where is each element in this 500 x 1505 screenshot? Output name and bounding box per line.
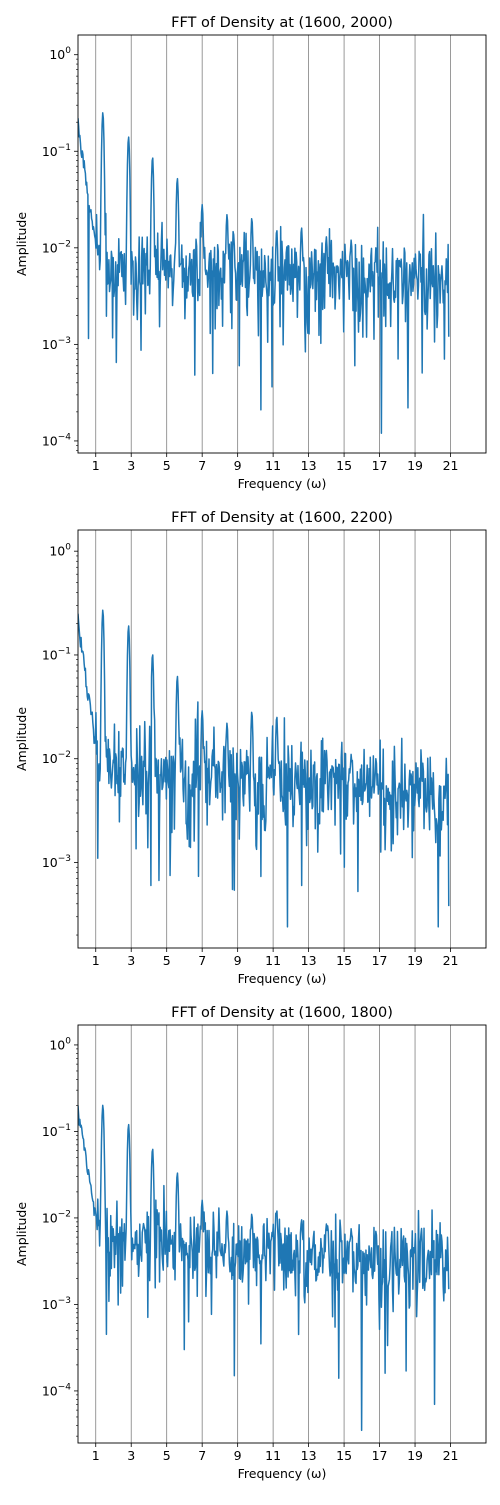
series-line bbox=[78, 1104, 450, 1432]
y-tick-label: 10−2 bbox=[42, 750, 71, 766]
y-tick-label: 10−1 bbox=[42, 646, 71, 662]
x-tick-label: 21 bbox=[443, 953, 459, 968]
y-tick-base: 10 bbox=[49, 544, 65, 559]
series-line bbox=[78, 609, 450, 928]
x-tick-label: 1 bbox=[92, 458, 100, 473]
x-tick-label: 13 bbox=[301, 953, 317, 968]
y-tick-exponent: −2 bbox=[58, 750, 71, 760]
x-tick-label: 17 bbox=[372, 1448, 388, 1463]
y-tick-base: 10 bbox=[42, 647, 58, 662]
y-tick-base: 10 bbox=[42, 144, 58, 159]
x-tick-label: 19 bbox=[407, 1448, 423, 1463]
x-tick-label: 15 bbox=[336, 953, 352, 968]
x-tick-label: 7 bbox=[198, 458, 206, 473]
y-tick-label: 100 bbox=[49, 1036, 71, 1052]
x-tick-label: 5 bbox=[163, 953, 171, 968]
y-tick-exponent: 0 bbox=[65, 46, 71, 56]
y-tick-exponent: 0 bbox=[65, 1036, 71, 1046]
y-tick-base: 10 bbox=[42, 433, 58, 448]
y-tick-exponent: −4 bbox=[58, 432, 72, 442]
y-tick-exponent: −1 bbox=[58, 143, 71, 153]
y-tick-exponent: −1 bbox=[58, 646, 71, 656]
y-tick-label: 10−3 bbox=[42, 854, 71, 870]
x-tick-label: 13 bbox=[301, 458, 317, 473]
x-tick-label: 9 bbox=[234, 458, 242, 473]
x-tick-label: 1 bbox=[92, 1448, 100, 1463]
x-tick-label: 3 bbox=[127, 458, 135, 473]
x-tick-label: 21 bbox=[443, 1448, 459, 1463]
x-tick-label: 15 bbox=[336, 458, 352, 473]
y-tick-label: 10−2 bbox=[42, 1209, 71, 1225]
y-tick-exponent: −3 bbox=[58, 336, 71, 346]
y-axis-label: Amplitude bbox=[14, 212, 29, 276]
y-tick-base: 10 bbox=[42, 1297, 58, 1312]
x-tick-label: 19 bbox=[407, 458, 423, 473]
y-tick-exponent: −3 bbox=[58, 854, 71, 864]
y-tick-label: 10−3 bbox=[42, 1296, 71, 1312]
y-tick-base: 10 bbox=[42, 855, 58, 870]
y-tick-base: 10 bbox=[42, 751, 58, 766]
y-axis-label: Amplitude bbox=[14, 707, 29, 771]
x-tick-label: 7 bbox=[198, 953, 206, 968]
x-tick-label: 19 bbox=[407, 953, 423, 968]
x-tick-label: 17 bbox=[372, 458, 388, 473]
x-tick-label: 11 bbox=[265, 1448, 281, 1463]
y-tick-exponent: −1 bbox=[58, 1123, 71, 1133]
x-tick-label: 9 bbox=[234, 1448, 242, 1463]
y-tick-base: 10 bbox=[42, 337, 58, 352]
x-tick-label: 3 bbox=[127, 953, 135, 968]
chart-title: FFT of Density at (1600, 2000) bbox=[171, 15, 393, 31]
x-tick-label: 15 bbox=[336, 1448, 352, 1463]
axes-frame bbox=[77, 34, 487, 454]
x-tick-label: 11 bbox=[265, 953, 281, 968]
x-axis-label: Frequency (ω) bbox=[238, 476, 327, 491]
y-tick-label: 100 bbox=[49, 543, 71, 559]
y-tick-base: 10 bbox=[49, 47, 65, 62]
x-tick-label: 5 bbox=[163, 458, 171, 473]
x-tick-label: 5 bbox=[163, 1448, 171, 1463]
chart-title: FFT of Density at (1600, 2200) bbox=[171, 510, 393, 526]
x-axis-label: Frequency (ω) bbox=[238, 1466, 327, 1481]
y-tick-label: 100 bbox=[49, 46, 71, 62]
axes-frame bbox=[77, 529, 487, 949]
y-tick-label: 10−1 bbox=[42, 1123, 71, 1139]
y-tick-label: 10−4 bbox=[42, 432, 71, 448]
y-tick-exponent: 0 bbox=[65, 543, 71, 553]
y-tick-base: 10 bbox=[42, 1124, 58, 1139]
axes-frame bbox=[77, 1024, 487, 1444]
y-tick-label: 10−4 bbox=[42, 1382, 71, 1398]
y-tick-exponent: −3 bbox=[58, 1296, 71, 1306]
y-tick-exponent: −4 bbox=[58, 1382, 72, 1392]
x-axis-label: Frequency (ω) bbox=[238, 971, 327, 986]
x-tick-label: 13 bbox=[301, 1448, 317, 1463]
x-tick-label: 3 bbox=[127, 1448, 135, 1463]
x-tick-label: 21 bbox=[443, 458, 459, 473]
y-tick-label: 10−2 bbox=[42, 239, 71, 255]
x-tick-label: 7 bbox=[198, 1448, 206, 1463]
x-tick-label: 17 bbox=[372, 953, 388, 968]
chart-panel-1: 1 3 5 7 9 11 13 15 17 19 2110−410−310−210−1100FFT … bbox=[14, 15, 487, 491]
series-line bbox=[78, 112, 450, 435]
y-tick-base: 10 bbox=[42, 240, 58, 255]
y-tick-base: 10 bbox=[42, 1383, 58, 1398]
y-tick-label: 10−3 bbox=[42, 336, 71, 352]
y-tick-exponent: −2 bbox=[58, 1209, 71, 1219]
x-tick-label: 9 bbox=[234, 953, 242, 968]
y-axis-label: Amplitude bbox=[14, 1202, 29, 1266]
chart-title: FFT of Density at (1600, 1800) bbox=[171, 1005, 393, 1021]
y-tick-exponent: −2 bbox=[58, 239, 71, 249]
y-tick-base: 10 bbox=[42, 1210, 58, 1225]
x-tick-label: 1 bbox=[92, 953, 100, 968]
chart-panel-3: 1 3 5 7 9 11 13 15 17 19 2110−410−310−210−1100FFT … bbox=[14, 1005, 487, 1481]
y-tick-label: 10−1 bbox=[42, 143, 71, 159]
y-tick-base: 10 bbox=[49, 1037, 65, 1052]
x-tick-label: 11 bbox=[265, 458, 281, 473]
